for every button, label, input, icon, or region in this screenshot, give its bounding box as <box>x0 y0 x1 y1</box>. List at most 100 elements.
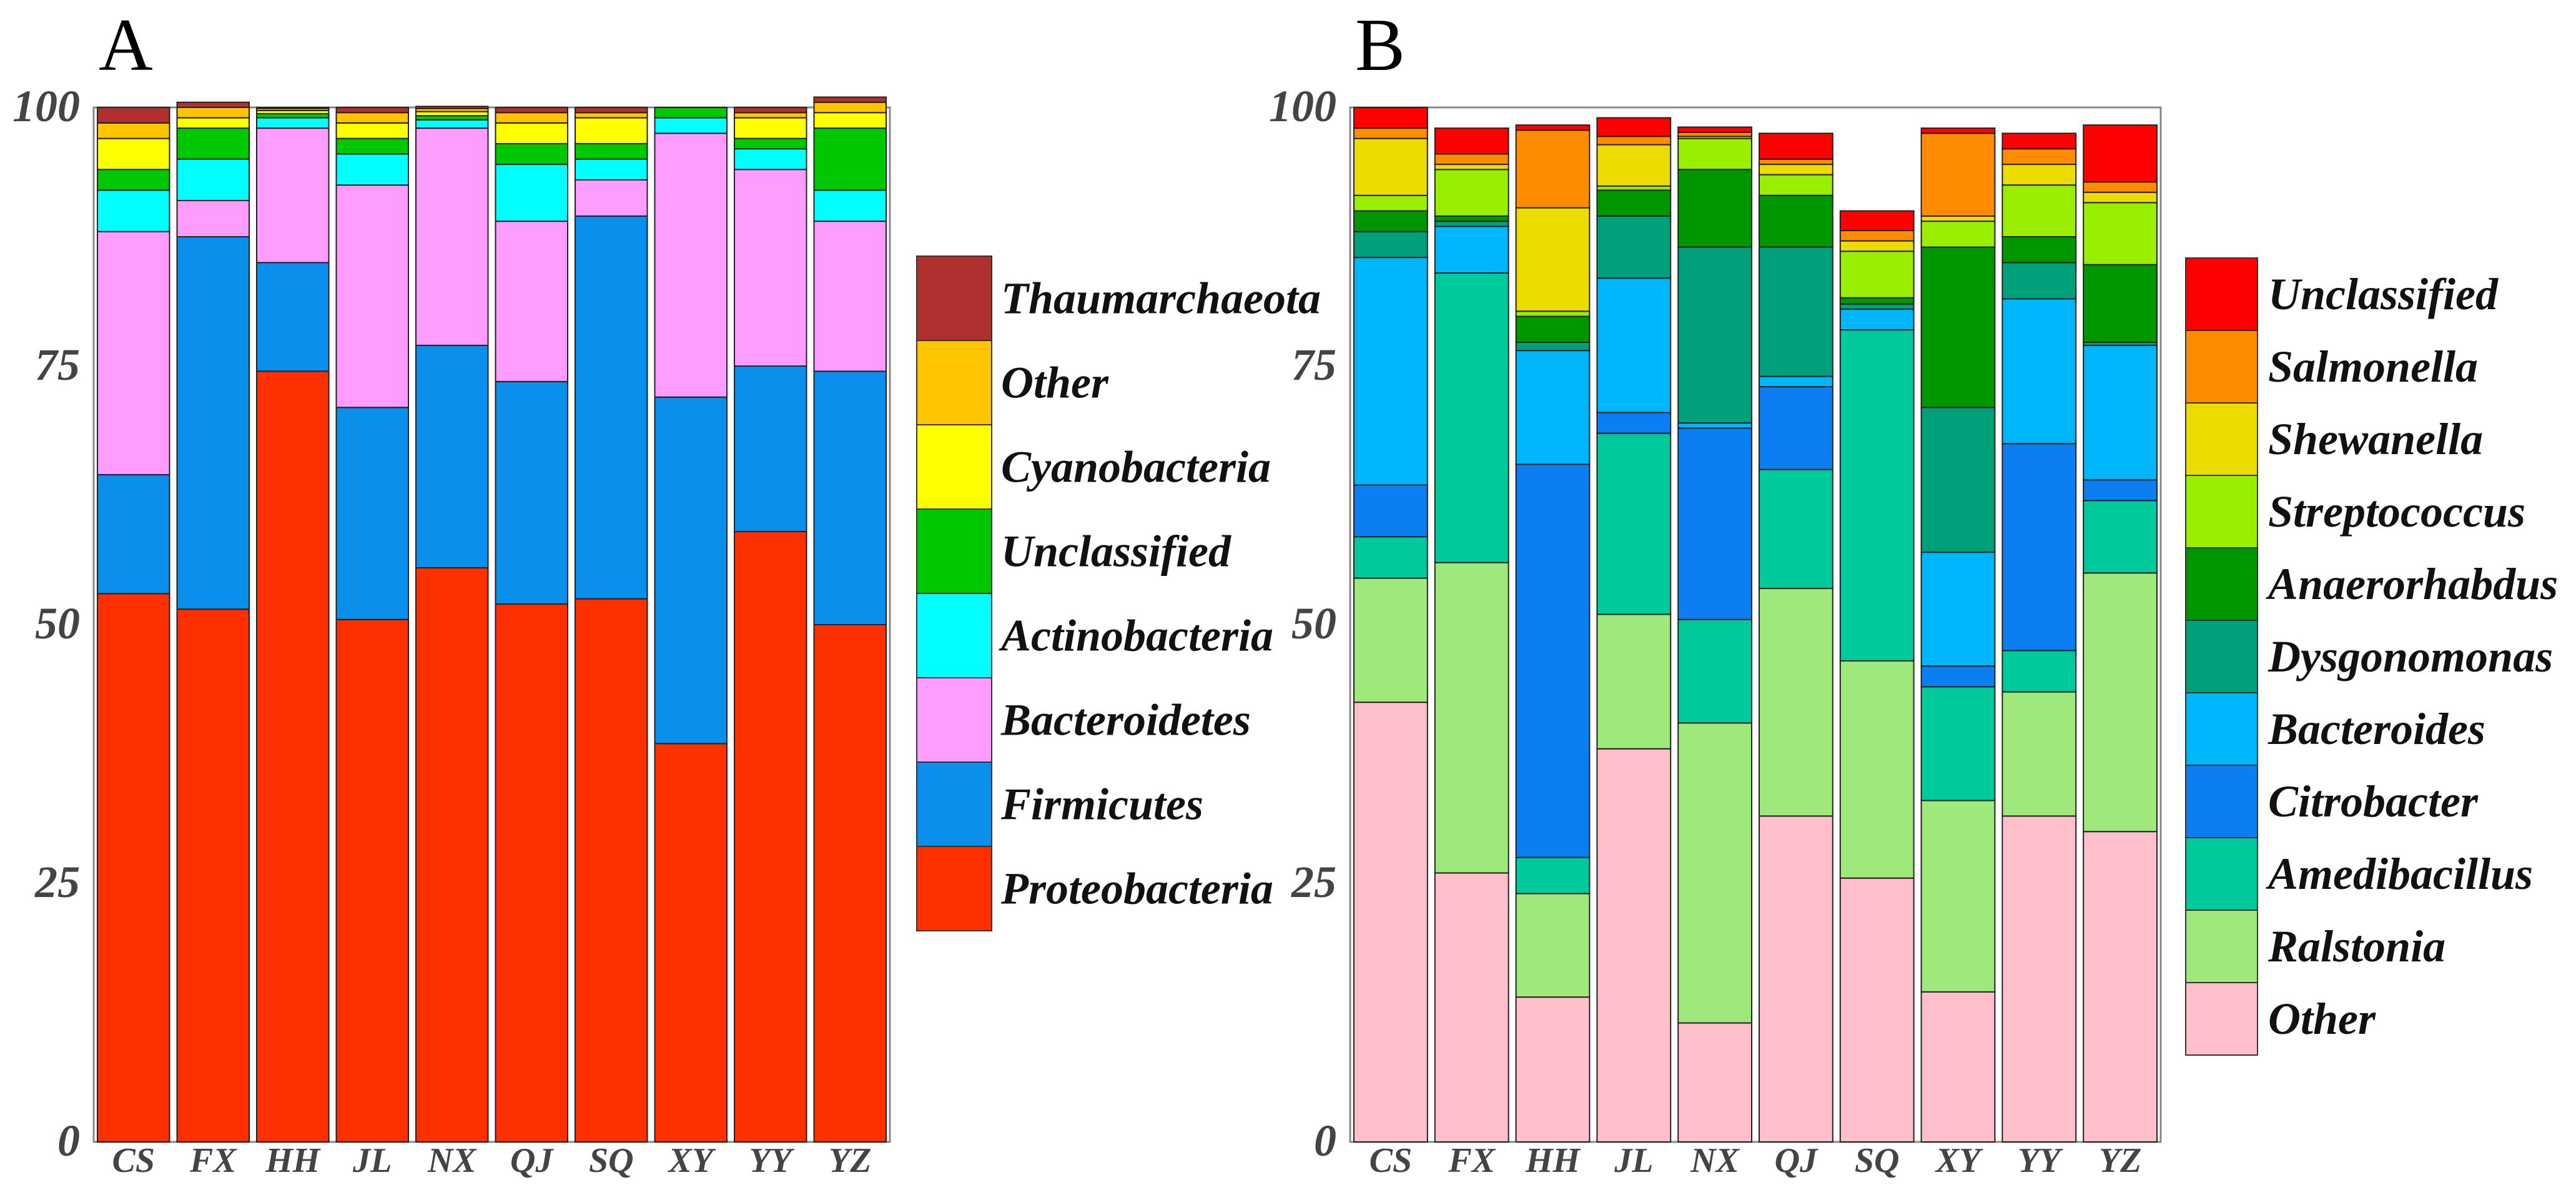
bar-segment-hh-proteobacteria <box>256 370 330 1143</box>
legend-swatch-amedibacillus <box>2185 837 2258 911</box>
bar-segment-cs-citrobacter <box>1353 484 1428 538</box>
bar-segment-hh-dysgonomonas <box>1515 341 1591 352</box>
bar-segment-jl-other <box>1596 748 1672 1143</box>
legend-label-dysgonomonas: Dysgonomonas <box>2268 632 2553 682</box>
bar-segment-yz-unclassified <box>813 127 887 191</box>
legend-swatch-other <box>916 340 992 425</box>
bar-segment-cs-unclassified <box>1353 107 1428 129</box>
plot-frame-a <box>92 106 891 1143</box>
legend-swatch-streptococcus <box>2185 475 2258 548</box>
bar-segment-fx-other <box>1434 872 1509 1143</box>
bar-segment-qj-actinobacteria <box>495 164 568 222</box>
bar-segment-yz-thaumarchaeota <box>813 96 887 103</box>
y-tick-label-a: 0 <box>57 1116 80 1166</box>
y-tick-label-a: 75 <box>35 340 80 390</box>
legend-swatch-firmicutes <box>916 761 992 847</box>
bar-segment-xy-firmicutes <box>654 396 728 745</box>
legend-label-ralstonia: Ralstonia <box>2268 921 2445 971</box>
bar-segment-sq-other <box>1839 877 1915 1143</box>
bar-segment-qj-anaerorhabdus <box>1759 194 1833 248</box>
bar-segment-qj-thaumarchaeota <box>495 107 568 114</box>
bar-segment-fx-dysgonomonas <box>1434 221 1509 227</box>
x-tick-label-a: JL <box>352 1141 392 1180</box>
bar-segment-yy-unclassified <box>2001 132 2077 150</box>
bar-segment-xy-unclassified <box>654 107 728 119</box>
bar-segment-cs-proteobacteria <box>97 593 170 1143</box>
bar-segment-qj-unclassified <box>1759 132 1833 160</box>
bar-segment-fx-firmicutes <box>176 236 250 610</box>
bar-segment-jl-firmicutes <box>335 407 409 620</box>
bar-segment-hh-actinobacteria <box>256 117 330 129</box>
bar-segment-cs-unclassified <box>97 169 170 191</box>
legend-swatch-unclassified <box>2185 257 2258 331</box>
legend-swatch-bacteroides <box>2185 692 2258 766</box>
bar-segment-jl-ralstonia <box>1596 613 1672 750</box>
bar-segment-yz-actinobacteria <box>813 189 887 222</box>
bar-segment-qj-bacteroides <box>1759 375 1833 388</box>
bar-segment-qj-citrobacter <box>1759 386 1833 470</box>
legend-swatch-bacteroidetes <box>916 677 992 763</box>
bar-segment-hh-firmicutes <box>256 262 330 372</box>
bar-segment-jl-shewanella <box>1596 144 1672 187</box>
bar-segment-yz-unclassified <box>2083 124 2158 183</box>
bar-segment-nx-dysgonomonas <box>1677 246 1752 424</box>
bar-segment-xy-bacteroidetes <box>654 132 728 398</box>
bar-segment-qj-cyanobacteria <box>495 122 568 144</box>
plot-frame-b <box>1349 106 2162 1143</box>
legend-label-shewanella: Shewanella <box>2268 414 2483 464</box>
bar-segment-hh-salmonella <box>1515 129 1591 209</box>
bar-segment-xy-other <box>1920 991 1996 1143</box>
bar-segment-jl-citrobacter <box>1596 412 1672 434</box>
legend-label-other: Other <box>2268 994 2376 1044</box>
bar-segment-yy-citrobacter <box>2001 443 2077 652</box>
x-tick-label-a: NX <box>427 1141 477 1180</box>
legend-label-firmicutes: Firmicutes <box>1000 780 1203 830</box>
bar-segment-xy-shewanella <box>1920 215 1996 222</box>
bar-segment-xy-proteobacteria <box>654 743 728 1143</box>
x-tick-label-b: YZ <box>2099 1141 2141 1180</box>
bar-segment-yz-bacteroidetes <box>813 221 887 372</box>
bar-segment-jl-salmonella <box>1596 136 1672 146</box>
x-tick-label-a: YZ <box>829 1141 871 1180</box>
bar-segment-jl-bacteroidetes <box>335 184 409 409</box>
bar-segment-yy-ralstonia <box>2001 691 2077 817</box>
bar-segment-nx-bacteroidetes <box>415 127 489 346</box>
bar-segment-cs-cyanobacteria <box>97 137 170 171</box>
bar-segment-sq-salmonella <box>1839 230 1915 242</box>
x-tick-label-b: HH <box>1525 1141 1581 1180</box>
legend-swatch-actinobacteria <box>916 593 992 678</box>
bar-segment-cs-amedibacillus <box>1353 536 1428 579</box>
legend-swatch-proteobacteria <box>916 846 992 931</box>
bar-segment-xy-ralstonia <box>1920 800 1996 993</box>
bar-segment-nx-thaumarchaeota <box>415 106 489 109</box>
bar-segment-nx-streptococcus <box>1677 137 1752 171</box>
bar-segment-yy-bacteroidetes <box>734 169 807 367</box>
bar-segment-fx-unclassified <box>176 127 250 160</box>
bar-segment-sq-bacteroidetes <box>575 179 648 217</box>
bar-segment-nx-unclassified <box>1677 126 1752 133</box>
x-tick-label-b: XY <box>1935 1141 1983 1180</box>
bar-segment-yz-ralstonia <box>2083 572 2158 833</box>
bar-segment-jl-unclassified <box>1596 117 1672 137</box>
bar-segment-cs-salmonella <box>1353 127 1428 139</box>
y-tick-label-b: 100 <box>1269 81 1336 131</box>
bar-segment-hh-other <box>1515 996 1591 1143</box>
legend-swatch-other <box>2185 982 2258 1056</box>
bar-segment-fx-streptococcus <box>1434 169 1509 217</box>
bar-segment-yz-cyanobacteria <box>813 112 887 129</box>
bar-segment-cs-other <box>1353 702 1428 1143</box>
bar-segment-fx-thaumarchaeota <box>176 101 250 109</box>
x-tick-label-b: NX <box>1690 1141 1740 1180</box>
legend-swatch-shewanella <box>2185 402 2258 476</box>
bar-segment-fx-proteobacteria <box>176 608 250 1143</box>
bar-segment-yz-amedibacillus <box>2083 500 2158 574</box>
y-tick-label-b: 75 <box>1291 340 1336 390</box>
bar-segment-qj-bacteroidetes <box>495 221 568 382</box>
bar-segment-sq-ralstonia <box>1839 660 1915 879</box>
bar-segment-qj-other <box>495 112 568 124</box>
bar-segment-qj-other <box>1759 815 1833 1143</box>
y-tick-label-b: 50 <box>1291 598 1336 648</box>
bar-segment-jl-anaerorhabdus <box>1596 189 1672 217</box>
bar-segment-qj-ralstonia <box>1759 588 1833 817</box>
